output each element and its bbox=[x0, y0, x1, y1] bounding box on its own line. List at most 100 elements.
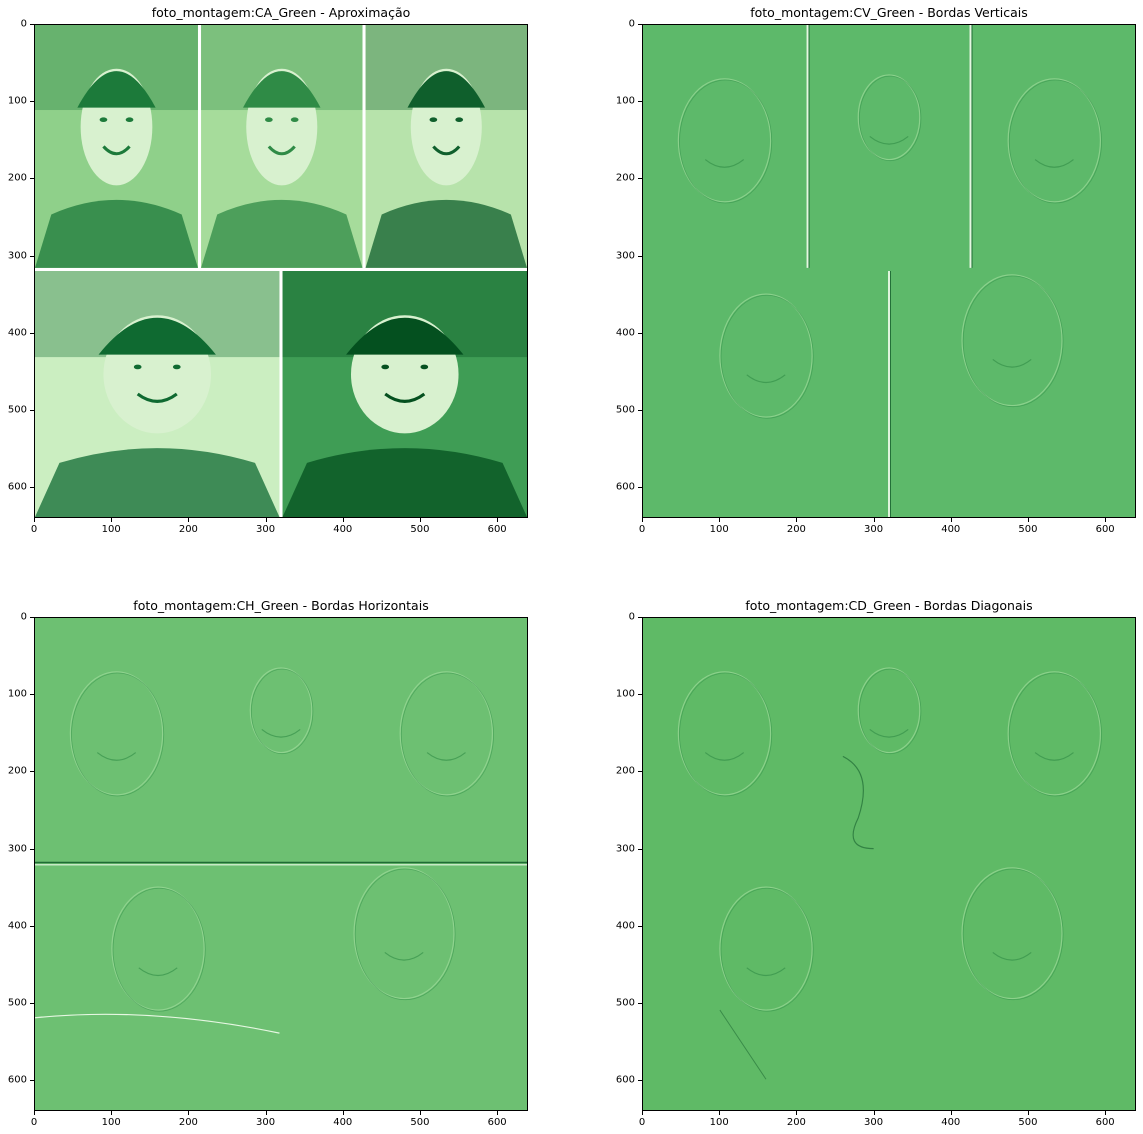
x-tick-label: 100 bbox=[709, 524, 729, 535]
x-tick-mark bbox=[796, 518, 798, 522]
x-tick-label: 100 bbox=[101, 1117, 121, 1128]
y-tick-mark bbox=[638, 487, 642, 489]
x-tick-label: 600 bbox=[1095, 1117, 1115, 1128]
x-tick-label: 200 bbox=[178, 524, 198, 535]
x-tick-label: 200 bbox=[786, 524, 806, 535]
x-tick-label: 300 bbox=[864, 524, 884, 535]
y-tick-label: 100 bbox=[615, 95, 635, 107]
y-tick-mark bbox=[30, 24, 34, 25]
photo-tile-4 bbox=[35, 271, 280, 517]
y-tick-mark bbox=[638, 617, 642, 618]
edge-image bbox=[35, 618, 527, 1110]
y-tick-mark bbox=[30, 1080, 34, 1082]
image-axes bbox=[34, 24, 528, 518]
x-tick-label: 400 bbox=[941, 524, 961, 535]
y-tick-label: 500 bbox=[615, 404, 635, 416]
y-tick-label: 400 bbox=[7, 920, 27, 932]
edge-image bbox=[643, 25, 1135, 517]
y-tick-label: 600 bbox=[615, 481, 635, 493]
x-tick-label: 400 bbox=[333, 1117, 353, 1128]
y-tick-label: 300 bbox=[7, 843, 27, 855]
y-tick-label: 600 bbox=[615, 1074, 635, 1086]
y-tick-mark bbox=[30, 1002, 34, 1004]
panel-title: foto_montagem:CH_Green - Bordas Horizont… bbox=[133, 598, 429, 613]
y-tick-mark bbox=[30, 487, 34, 489]
x-tick-mark bbox=[188, 1111, 190, 1115]
y-tick-mark bbox=[30, 617, 34, 618]
x-tick-mark bbox=[497, 518, 499, 522]
y-tick-label: 500 bbox=[7, 404, 27, 416]
y-tick-label: 200 bbox=[7, 765, 27, 777]
x-tick-mark bbox=[796, 1111, 798, 1115]
y-tick-mark bbox=[638, 101, 642, 103]
y-tick-mark bbox=[638, 332, 642, 334]
x-tick-mark bbox=[1105, 518, 1107, 522]
x-tick-label: 0 bbox=[638, 524, 646, 535]
y-tick-mark bbox=[30, 925, 34, 927]
x-tick-mark bbox=[1105, 1111, 1107, 1115]
x-tick-label: 500 bbox=[410, 1117, 430, 1128]
y-tick-label: 500 bbox=[615, 997, 635, 1009]
y-tick-label: 400 bbox=[7, 327, 27, 339]
y-tick-label: 500 bbox=[7, 997, 27, 1009]
y-tick-mark bbox=[30, 255, 34, 257]
x-tick-mark bbox=[342, 518, 344, 522]
x-tick-mark bbox=[873, 1111, 875, 1115]
x-tick-label: 100 bbox=[101, 524, 121, 535]
x-tick-mark bbox=[642, 518, 643, 522]
y-tick-mark bbox=[30, 771, 34, 773]
x-tick-mark bbox=[497, 1111, 499, 1115]
x-tick-label: 400 bbox=[941, 1117, 961, 1128]
x-tick-mark bbox=[719, 518, 721, 522]
image-axes bbox=[34, 617, 528, 1111]
y-tick-mark bbox=[638, 178, 642, 180]
y-tick-label: 300 bbox=[615, 250, 635, 262]
y-tick-mark bbox=[638, 255, 642, 257]
x-tick-mark bbox=[950, 518, 952, 522]
photo-tile-1 bbox=[35, 25, 198, 268]
x-tick-label: 500 bbox=[410, 524, 430, 535]
y-tick-label: 400 bbox=[615, 920, 635, 932]
x-tick-mark bbox=[265, 1111, 267, 1115]
y-tick-label: 0 bbox=[20, 611, 27, 623]
x-tick-label: 500 bbox=[1018, 524, 1038, 535]
x-tick-mark bbox=[950, 1111, 952, 1115]
photo-tile-5 bbox=[282, 271, 527, 517]
y-tick-label: 600 bbox=[7, 1074, 27, 1086]
y-tick-label: 0 bbox=[628, 18, 635, 30]
panel-title: foto_montagem:CV_Green - Bordas Verticai… bbox=[750, 5, 1028, 20]
x-tick-mark bbox=[34, 518, 35, 522]
x-tick-mark bbox=[419, 1111, 421, 1115]
x-tick-label: 600 bbox=[1095, 524, 1115, 535]
y-tick-mark bbox=[638, 24, 642, 25]
y-tick-label: 400 bbox=[615, 327, 635, 339]
x-tick-label: 0 bbox=[638, 1117, 646, 1128]
y-tick-label: 0 bbox=[628, 611, 635, 623]
x-tick-label: 400 bbox=[333, 524, 353, 535]
y-tick-mark bbox=[30, 332, 34, 334]
y-tick-label: 300 bbox=[615, 843, 635, 855]
y-tick-label: 100 bbox=[7, 95, 27, 107]
panel-title: foto_montagem:CD_Green - Bordas Diagonai… bbox=[745, 598, 1033, 613]
y-tick-mark bbox=[30, 101, 34, 103]
y-tick-mark bbox=[638, 694, 642, 696]
y-tick-mark bbox=[638, 925, 642, 927]
y-tick-mark bbox=[638, 1002, 642, 1004]
y-tick-label: 300 bbox=[7, 250, 27, 262]
x-tick-mark bbox=[642, 1111, 643, 1115]
x-tick-label: 0 bbox=[30, 524, 38, 535]
y-tick-label: 200 bbox=[615, 765, 635, 777]
x-tick-label: 600 bbox=[487, 524, 507, 535]
y-tick-label: 600 bbox=[7, 481, 27, 493]
x-tick-mark bbox=[34, 1111, 35, 1115]
x-tick-mark bbox=[342, 1111, 344, 1115]
edge-image bbox=[643, 618, 1135, 1110]
x-tick-label: 300 bbox=[256, 524, 276, 535]
y-tick-mark bbox=[638, 1080, 642, 1082]
y-tick-label: 0 bbox=[20, 18, 27, 30]
x-tick-label: 200 bbox=[178, 1117, 198, 1128]
x-tick-mark bbox=[111, 518, 113, 522]
x-tick-mark bbox=[1027, 518, 1029, 522]
image-axes bbox=[642, 617, 1136, 1111]
y-tick-mark bbox=[638, 409, 642, 411]
